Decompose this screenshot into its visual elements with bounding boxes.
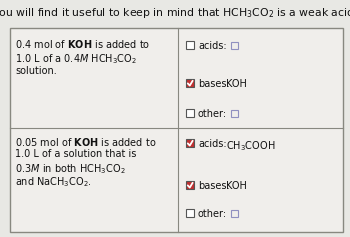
Text: 1.0 L of a solution that is: 1.0 L of a solution that is bbox=[15, 149, 137, 159]
Bar bbox=[186, 79, 194, 87]
Bar bbox=[186, 109, 194, 117]
Bar bbox=[231, 109, 238, 117]
Text: bases:: bases: bbox=[198, 79, 230, 89]
Bar bbox=[10, 28, 343, 232]
Text: other:: other: bbox=[198, 109, 227, 119]
Text: and $\mathrm{NaCH_3CO_2}$.: and $\mathrm{NaCH_3CO_2}$. bbox=[15, 175, 92, 189]
Bar bbox=[231, 210, 238, 217]
Bar bbox=[186, 209, 194, 217]
Bar bbox=[186, 181, 194, 189]
Bar bbox=[231, 41, 238, 49]
Text: 1.0 L of a 0.4$M$ $\mathrm{HCH_3CO_2}$: 1.0 L of a 0.4$M$ $\mathrm{HCH_3CO_2}$ bbox=[15, 52, 137, 66]
Text: 0.05 mol of $\mathbf{KOH}$ is added to: 0.05 mol of $\mathbf{KOH}$ is added to bbox=[15, 136, 156, 148]
Bar bbox=[186, 139, 194, 147]
Text: $\mathrm{CH_3COOH}$: $\mathrm{CH_3COOH}$ bbox=[226, 139, 275, 153]
Text: You will find it useful to keep in mind that $\mathrm{HCH_3CO_2}$ is a weak acid: You will find it useful to keep in mind … bbox=[0, 6, 350, 20]
Text: acids:: acids: bbox=[198, 139, 227, 149]
Text: 0.4 mol of $\mathbf{KOH}$ is added to: 0.4 mol of $\mathbf{KOH}$ is added to bbox=[15, 38, 150, 50]
Text: solution.: solution. bbox=[15, 66, 57, 76]
Text: bases:: bases: bbox=[198, 181, 230, 191]
Text: acids:: acids: bbox=[198, 41, 227, 51]
Bar bbox=[186, 41, 194, 49]
Text: other:: other: bbox=[198, 209, 227, 219]
Text: KOH: KOH bbox=[226, 79, 247, 89]
Text: 0.3$M$ in both $\mathrm{HCH_3CO_2}$: 0.3$M$ in both $\mathrm{HCH_3CO_2}$ bbox=[15, 162, 126, 176]
Text: KOH: KOH bbox=[226, 181, 247, 191]
